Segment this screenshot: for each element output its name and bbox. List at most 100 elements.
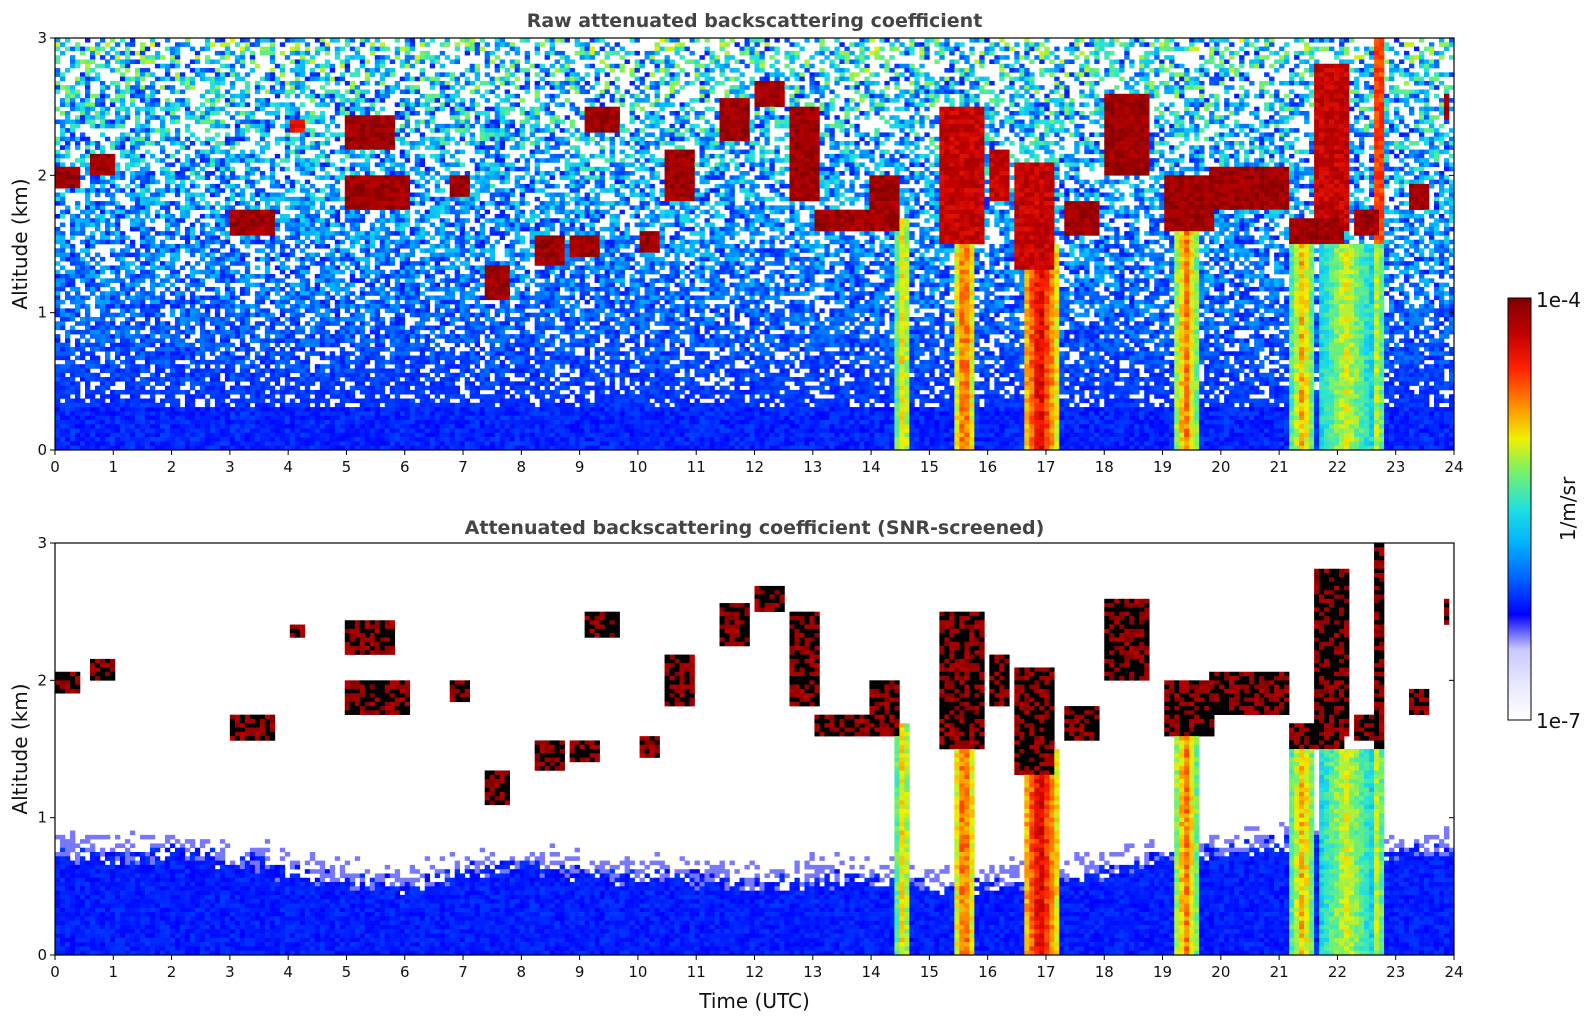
heatmap-cell [69, 218, 76, 223]
heatmap-cell [174, 364, 181, 369]
heatmap-cell [144, 119, 151, 125]
heatmap-cell [154, 282, 161, 288]
heatmap-cell [159, 115, 166, 120]
heatmap-cell [284, 102, 291, 107]
heatmap-cell [184, 235, 191, 241]
heatmap-cell [239, 93, 246, 99]
heatmap-cell [104, 428, 111, 434]
heatmap-cell [99, 295, 106, 301]
heatmap-cell [334, 110, 341, 116]
heatmap-cell [104, 192, 111, 198]
heatmap-cell [144, 402, 151, 408]
heatmap-cell [159, 329, 166, 335]
heatmap-cell [129, 93, 136, 99]
heatmap-cell [364, 158, 371, 163]
heatmap-cell [199, 102, 206, 107]
heatmap-cell [204, 428, 211, 434]
heatmap-cell [144, 415, 151, 421]
heatmap-cell [179, 407, 186, 412]
heatmap-cell [314, 132, 321, 138]
heatmap-cell [369, 106, 376, 112]
heatmap-cell [154, 299, 161, 305]
heatmap-cell [379, 188, 386, 193]
heatmap-cell [244, 179, 251, 185]
heatmap-cell [174, 183, 181, 189]
heatmap-cell [94, 179, 101, 185]
heatmap-cell [274, 372, 281, 378]
heatmap-cell [55, 437, 61, 442]
heatmap-cell [349, 312, 356, 318]
heatmap-cell [244, 325, 251, 331]
heatmap-cell [55, 183, 61, 189]
heatmap-cell [264, 261, 271, 266]
heatmap-cell [279, 192, 286, 198]
heatmap-cell [394, 424, 401, 429]
heatmap-cell [104, 42, 111, 47]
heatmap-cell [279, 218, 286, 223]
heatmap-cell [374, 441, 381, 447]
heatmap-cell [294, 432, 301, 438]
heatmap-cell [389, 123, 396, 129]
heatmap-cell [304, 252, 311, 258]
heatmap-cell [189, 402, 196, 408]
heatmap-cell [224, 372, 231, 378]
heatmap-cell [404, 402, 411, 408]
heatmap-cell [109, 248, 116, 253]
heatmap-cell [124, 321, 131, 326]
heatmap-cell [224, 141, 231, 146]
heatmap-cell [389, 231, 396, 236]
heatmap-cell [364, 419, 371, 425]
heatmap-cell [169, 55, 176, 60]
heatmap-cell [359, 381, 366, 386]
heatmap-cell [414, 389, 421, 395]
heatmap-cell [314, 428, 321, 434]
heatmap-cell [279, 402, 286, 408]
heatmap-cell [379, 424, 386, 429]
heatmap-cell [224, 334, 231, 339]
heatmap-cell [394, 428, 401, 434]
heatmap-cell [344, 295, 351, 301]
heatmap-cell [379, 115, 386, 120]
heatmap-cell [409, 145, 416, 150]
heatmap-cell [254, 291, 261, 296]
heatmap-cell [264, 329, 271, 335]
heatmap-cell [299, 188, 306, 193]
heatmap-cell [299, 437, 306, 442]
heatmap-cell [79, 278, 86, 283]
heatmap-cell [169, 325, 176, 331]
heatmap-cell [294, 235, 301, 241]
heatmap-cell [324, 445, 331, 450]
heatmap-cell [154, 89, 161, 95]
heatmap-cell [299, 68, 306, 73]
heatmap-cell [189, 325, 196, 331]
heatmap-cell [169, 63, 176, 69]
heatmap-cell [369, 196, 376, 202]
heatmap-cell [244, 385, 251, 391]
heatmap-cell [189, 347, 196, 352]
heatmap-cell [259, 372, 266, 378]
heatmap-cell [314, 145, 321, 150]
heatmap-cell [219, 226, 226, 232]
heatmap-cell [259, 411, 266, 416]
heatmap-cell [60, 415, 66, 421]
heatmap-cell [74, 222, 81, 228]
heatmap-cell [359, 312, 366, 318]
heatmap-cell [374, 355, 381, 361]
heatmap-cell [194, 136, 201, 142]
heatmap-cell [299, 248, 306, 253]
heatmap-cell [219, 295, 226, 301]
heatmap-cell [69, 282, 76, 288]
heatmap-cell [289, 364, 296, 369]
heatmap-cell [249, 385, 256, 391]
heatmap-cell [389, 304, 396, 309]
heatmap-cell [324, 192, 331, 198]
heatmap-cell [184, 145, 191, 150]
heatmap-cell [94, 355, 101, 361]
heatmap-cell [404, 428, 411, 434]
heatmap-cell [394, 325, 401, 331]
heatmap-cell [299, 278, 306, 283]
heatmap-cell [279, 437, 286, 442]
heatmap-cell [79, 415, 86, 421]
heatmap-cell [269, 55, 276, 60]
heatmap-cell [399, 226, 406, 232]
